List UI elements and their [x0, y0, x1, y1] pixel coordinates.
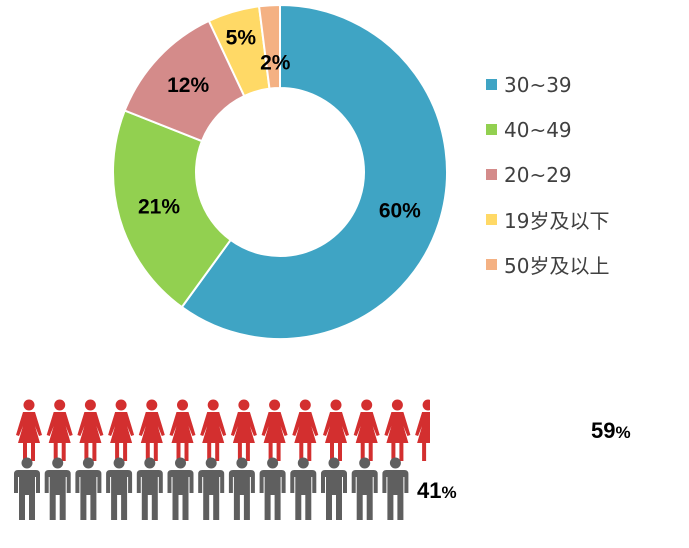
- legend-swatch-3: [486, 214, 497, 225]
- female-person-icon: [138, 399, 165, 461]
- legend-item-4: 50岁及以上: [486, 242, 609, 287]
- female-person-icon: [16, 399, 42, 461]
- legend-swatch-0: [486, 79, 497, 90]
- male-person-icon: [351, 457, 378, 520]
- donut-label-4: 2%: [260, 52, 291, 75]
- gender-pictogram: [14, 399, 430, 520]
- male-person-icon: [290, 457, 317, 520]
- male-person-icon: [44, 457, 71, 520]
- legend-item-1: 40~49: [486, 107, 609, 152]
- female-person-icon: [415, 399, 430, 461]
- donut-label-1: 21%: [138, 196, 180, 219]
- female-person-icon: [200, 399, 227, 461]
- male-person-icon: [259, 457, 286, 520]
- legend-item-3: 19岁及以下: [486, 197, 609, 242]
- female-percentage-label: 59%: [591, 418, 631, 443]
- male-person-icon: [321, 457, 347, 520]
- donut-slice-1: [112, 109, 233, 309]
- female-person-icon: [384, 399, 411, 461]
- female-person-icon: [108, 399, 135, 461]
- legend-swatch-2: [486, 169, 497, 180]
- female-person-icon: [353, 399, 380, 461]
- legend-label-4: 50岁及以上: [504, 254, 610, 278]
- legend-label-3: 19岁及以下: [504, 209, 610, 233]
- male-person-icon: [136, 457, 163, 520]
- male-person-icon: [14, 457, 40, 520]
- donut-label-0: 60%: [379, 199, 421, 222]
- donut-label-3: 5%: [226, 27, 257, 50]
- male-person-icon: [75, 457, 102, 520]
- legend-item-2: 20~29: [486, 152, 609, 197]
- age-donut-chart: 60% 21% 12% 5%2%: [112, 3, 448, 340]
- legend-label-2: 20~29: [504, 162, 572, 187]
- female-person-icon: [323, 399, 349, 461]
- male-person-icon: [228, 457, 255, 520]
- female-person-icon: [292, 399, 319, 461]
- donut-label-2: 12%: [167, 74, 209, 97]
- legend-label-0: 30~39: [504, 72, 572, 97]
- female-person-icon: [230, 399, 257, 461]
- legend-item-0: 30~39: [486, 62, 609, 107]
- male-person-icon: [106, 457, 133, 520]
- female-person-icon: [77, 399, 104, 461]
- male-person-icon: [198, 457, 225, 520]
- donut-slice-0: [180, 3, 448, 340]
- male-person-icon: [167, 457, 194, 520]
- legend-swatch-4: [486, 259, 497, 270]
- female-person-icon: [261, 399, 288, 461]
- female-person-icon: [46, 399, 73, 461]
- female-person-icon: [169, 399, 196, 461]
- donut-slice-4: [257, 3, 281, 90]
- age-legend: 30~39 40~49 20~29 19岁及以下 50岁及以上: [486, 62, 609, 287]
- male-percentage-label: 41%: [417, 478, 457, 503]
- legend-label-1: 40~49: [504, 117, 572, 142]
- legend-swatch-1: [486, 124, 497, 135]
- male-person-icon: [382, 457, 409, 520]
